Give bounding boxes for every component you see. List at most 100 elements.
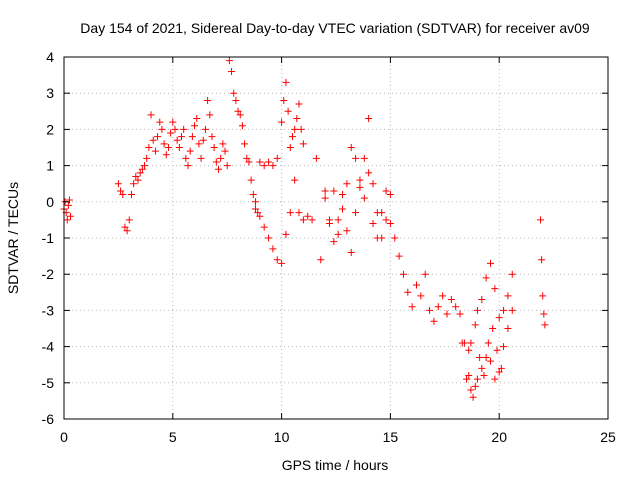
data-point — [321, 187, 329, 195]
data-point — [417, 292, 425, 300]
data-point — [537, 216, 545, 224]
data-point — [456, 310, 464, 318]
axis-ticks: 0 5 10 15 20 25 -6 -5 -4 -3 -2 -1 0 1 2 3 4 — [42, 49, 616, 445]
data-point — [223, 162, 231, 170]
data-point — [212, 158, 220, 166]
data-point — [186, 147, 194, 155]
data-point — [356, 183, 364, 191]
data-point — [330, 238, 338, 246]
data-point — [180, 125, 188, 133]
data-point — [343, 180, 351, 188]
data-point — [352, 154, 360, 162]
data-point — [491, 285, 499, 293]
data-point — [145, 144, 153, 151]
series-segment-5 — [321, 154, 473, 354]
data-point — [495, 368, 503, 376]
data-point — [304, 212, 312, 220]
data-point — [143, 154, 151, 162]
data-point — [193, 115, 201, 123]
data-point — [325, 220, 333, 228]
data-point — [151, 147, 159, 155]
data-point — [167, 129, 175, 137]
data-point — [127, 191, 135, 199]
data-point — [64, 201, 72, 209]
series-segment-8 — [458, 321, 505, 383]
data-point — [282, 230, 290, 238]
data-point — [251, 205, 259, 213]
data-point — [508, 270, 516, 278]
data-point — [447, 296, 455, 304]
data-point — [228, 67, 236, 75]
data-point — [169, 118, 177, 126]
data-point — [539, 292, 547, 300]
data-point — [191, 122, 199, 130]
data-point — [482, 353, 490, 361]
data-point — [540, 310, 548, 318]
data-point — [508, 306, 516, 314]
data-point — [334, 216, 342, 224]
data-point — [491, 375, 499, 383]
data-point — [395, 252, 403, 260]
data-point — [473, 306, 481, 314]
data-point — [208, 133, 216, 141]
data-point — [369, 220, 377, 228]
data-point — [478, 364, 486, 372]
data-point — [465, 346, 473, 354]
y-tick-label: 1 — [46, 158, 54, 174]
data-point — [184, 162, 192, 170]
data-point — [439, 292, 447, 300]
data-point — [162, 151, 170, 159]
data-point — [195, 140, 203, 148]
y-tick-label: 3 — [46, 85, 54, 101]
data-point — [210, 144, 218, 151]
x-tick-label: 10 — [274, 429, 290, 445]
chart-title: Day 154 of 2021, Sidereal Day-to-day VTE… — [80, 20, 590, 36]
y-axis-label: SDTVAR / TECUs — [5, 182, 21, 294]
data-point — [178, 133, 186, 141]
x-tick-label: 5 — [169, 429, 177, 445]
data-point — [465, 372, 473, 380]
data-point — [67, 212, 75, 220]
data-point — [399, 270, 407, 278]
data-point — [265, 158, 273, 166]
data-point — [467, 339, 475, 347]
data-point — [317, 256, 325, 264]
data-point — [117, 187, 125, 195]
data-point — [391, 234, 399, 242]
data-point — [476, 353, 484, 361]
data-point — [158, 125, 166, 133]
data-point — [269, 162, 277, 170]
data-point — [291, 125, 299, 133]
data-point — [312, 154, 320, 162]
y-tick-label: -1 — [42, 230, 55, 246]
data-point — [219, 140, 227, 148]
data-point — [482, 274, 490, 282]
series-segment-3 — [225, 57, 307, 217]
data-point — [473, 375, 481, 383]
data-point — [538, 256, 546, 264]
data-point — [295, 100, 303, 108]
data-point — [288, 133, 296, 141]
data-point — [284, 107, 292, 115]
data-point — [489, 325, 497, 332]
data-point — [286, 144, 294, 151]
data-point — [297, 125, 305, 133]
x-tick-label: 20 — [491, 429, 507, 445]
x-tick-label: 25 — [600, 429, 616, 445]
data-point — [504, 325, 512, 332]
data-point — [430, 317, 438, 325]
data-point — [269, 245, 277, 253]
data-point — [197, 154, 205, 162]
data-point — [278, 118, 286, 126]
data-point — [500, 343, 508, 351]
data-point — [334, 230, 342, 238]
data-point — [330, 187, 338, 195]
data-point — [339, 191, 347, 199]
series-segment-7 — [473, 259, 516, 322]
data-point — [134, 176, 142, 184]
data-point — [149, 136, 157, 144]
data-point — [484, 339, 492, 347]
data-point — [467, 386, 475, 394]
data-point — [504, 292, 512, 300]
data-point — [245, 158, 253, 166]
